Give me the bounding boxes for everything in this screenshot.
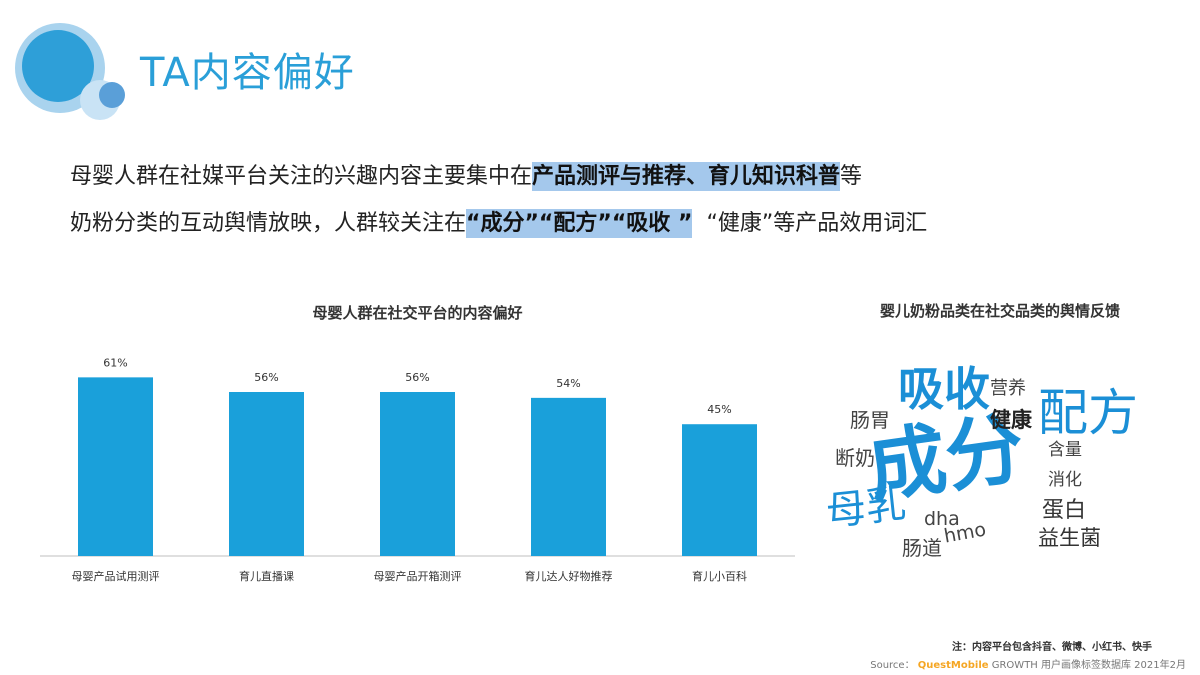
- source-line: Source： QuestMobile GROWTH 用户画像标签数据库 202…: [870, 656, 1186, 671]
- headline-line-1: 母婴人群在社媒平台关注的兴趣内容主要集中在产品测评与推荐、育儿知识科普等: [70, 158, 863, 191]
- headline-highlight: 产品测评与推荐、育儿知识科普: [532, 162, 841, 191]
- footnote: 注：内容平台包含抖音、微博、小红书、快手: [952, 642, 1152, 653]
- word-cloud-word: 母乳: [823, 480, 909, 536]
- word-cloud-word: hmo: [942, 518, 988, 548]
- bar: [229, 392, 304, 556]
- category-label: 母婴产品试用测评: [72, 569, 160, 583]
- bar: [380, 392, 455, 556]
- word-cloud-word: 肠胃: [850, 408, 890, 432]
- bar-value-label: 56%: [405, 371, 429, 384]
- bar-value-label: 56%: [254, 371, 278, 384]
- source-brand: QuestMobile: [917, 660, 989, 671]
- source-text: GROWTH 用户画像标签数据库 2021年2月: [991, 660, 1186, 671]
- headline-highlight: “成分”“配方”“吸收 ”: [466, 209, 693, 238]
- headline-line-2: 奶粉分类的互动舆情放映，人群较关注在“成分”“配方”“吸收 ” “健康”等产品效…: [70, 205, 928, 238]
- bar-chart: 61% 母婴产品试用测评 56% 育儿直播课 56% 母婴产品开箱测评 54% 育儿达人好物推…: [40, 356, 795, 583]
- bar-value-label: 54%: [556, 377, 580, 390]
- word-cloud-word: 含量: [1048, 440, 1082, 460]
- bar-value-label: 61%: [103, 356, 127, 369]
- word-cloud-word: 配方: [1038, 384, 1138, 442]
- word-cloud-word: 营养: [990, 378, 1026, 399]
- bar: [531, 397, 606, 556]
- category-label: 母婴产品开箱测评: [374, 569, 462, 583]
- word-cloud-word: 消化: [1048, 470, 1082, 490]
- page-title: TA内容偏好: [140, 50, 355, 96]
- headline-text: “健康”等产品效用词汇: [706, 211, 928, 236]
- word-cloud-word: 健康: [990, 408, 1032, 432]
- word-cloud-word: 蛋白: [1042, 498, 1087, 523]
- bar: [78, 377, 153, 556]
- category-label: 育儿达人好物推荐: [525, 569, 613, 583]
- word-cloud-word: dha: [924, 508, 960, 530]
- category-label: 育儿直播课: [239, 569, 294, 583]
- logo-circles: [15, 23, 125, 120]
- bar: [682, 424, 757, 556]
- word-cloud-word: 吸收: [898, 362, 990, 416]
- word-cloud-word: 断奶: [835, 446, 875, 470]
- category-label: 育儿小百科: [692, 569, 747, 583]
- word-cloud-word: 肠道: [902, 536, 942, 560]
- source-label: Source：: [870, 660, 915, 671]
- headline-text: 等: [840, 164, 863, 189]
- headline-text: 奶粉分类的互动舆情放映，人群较关注在: [70, 211, 467, 236]
- bar-chart-title: 母婴人群在社交平台的内容偏好: [312, 304, 523, 322]
- word-cloud-title: 婴儿奶粉品类在社交品类的舆情反馈: [879, 302, 1120, 320]
- word-cloud-word: 益生菌: [1038, 526, 1101, 550]
- headline-text: 母婴人群在社媒平台关注的兴趣内容主要集中在: [70, 164, 533, 189]
- bar-value-label: 45%: [707, 403, 731, 416]
